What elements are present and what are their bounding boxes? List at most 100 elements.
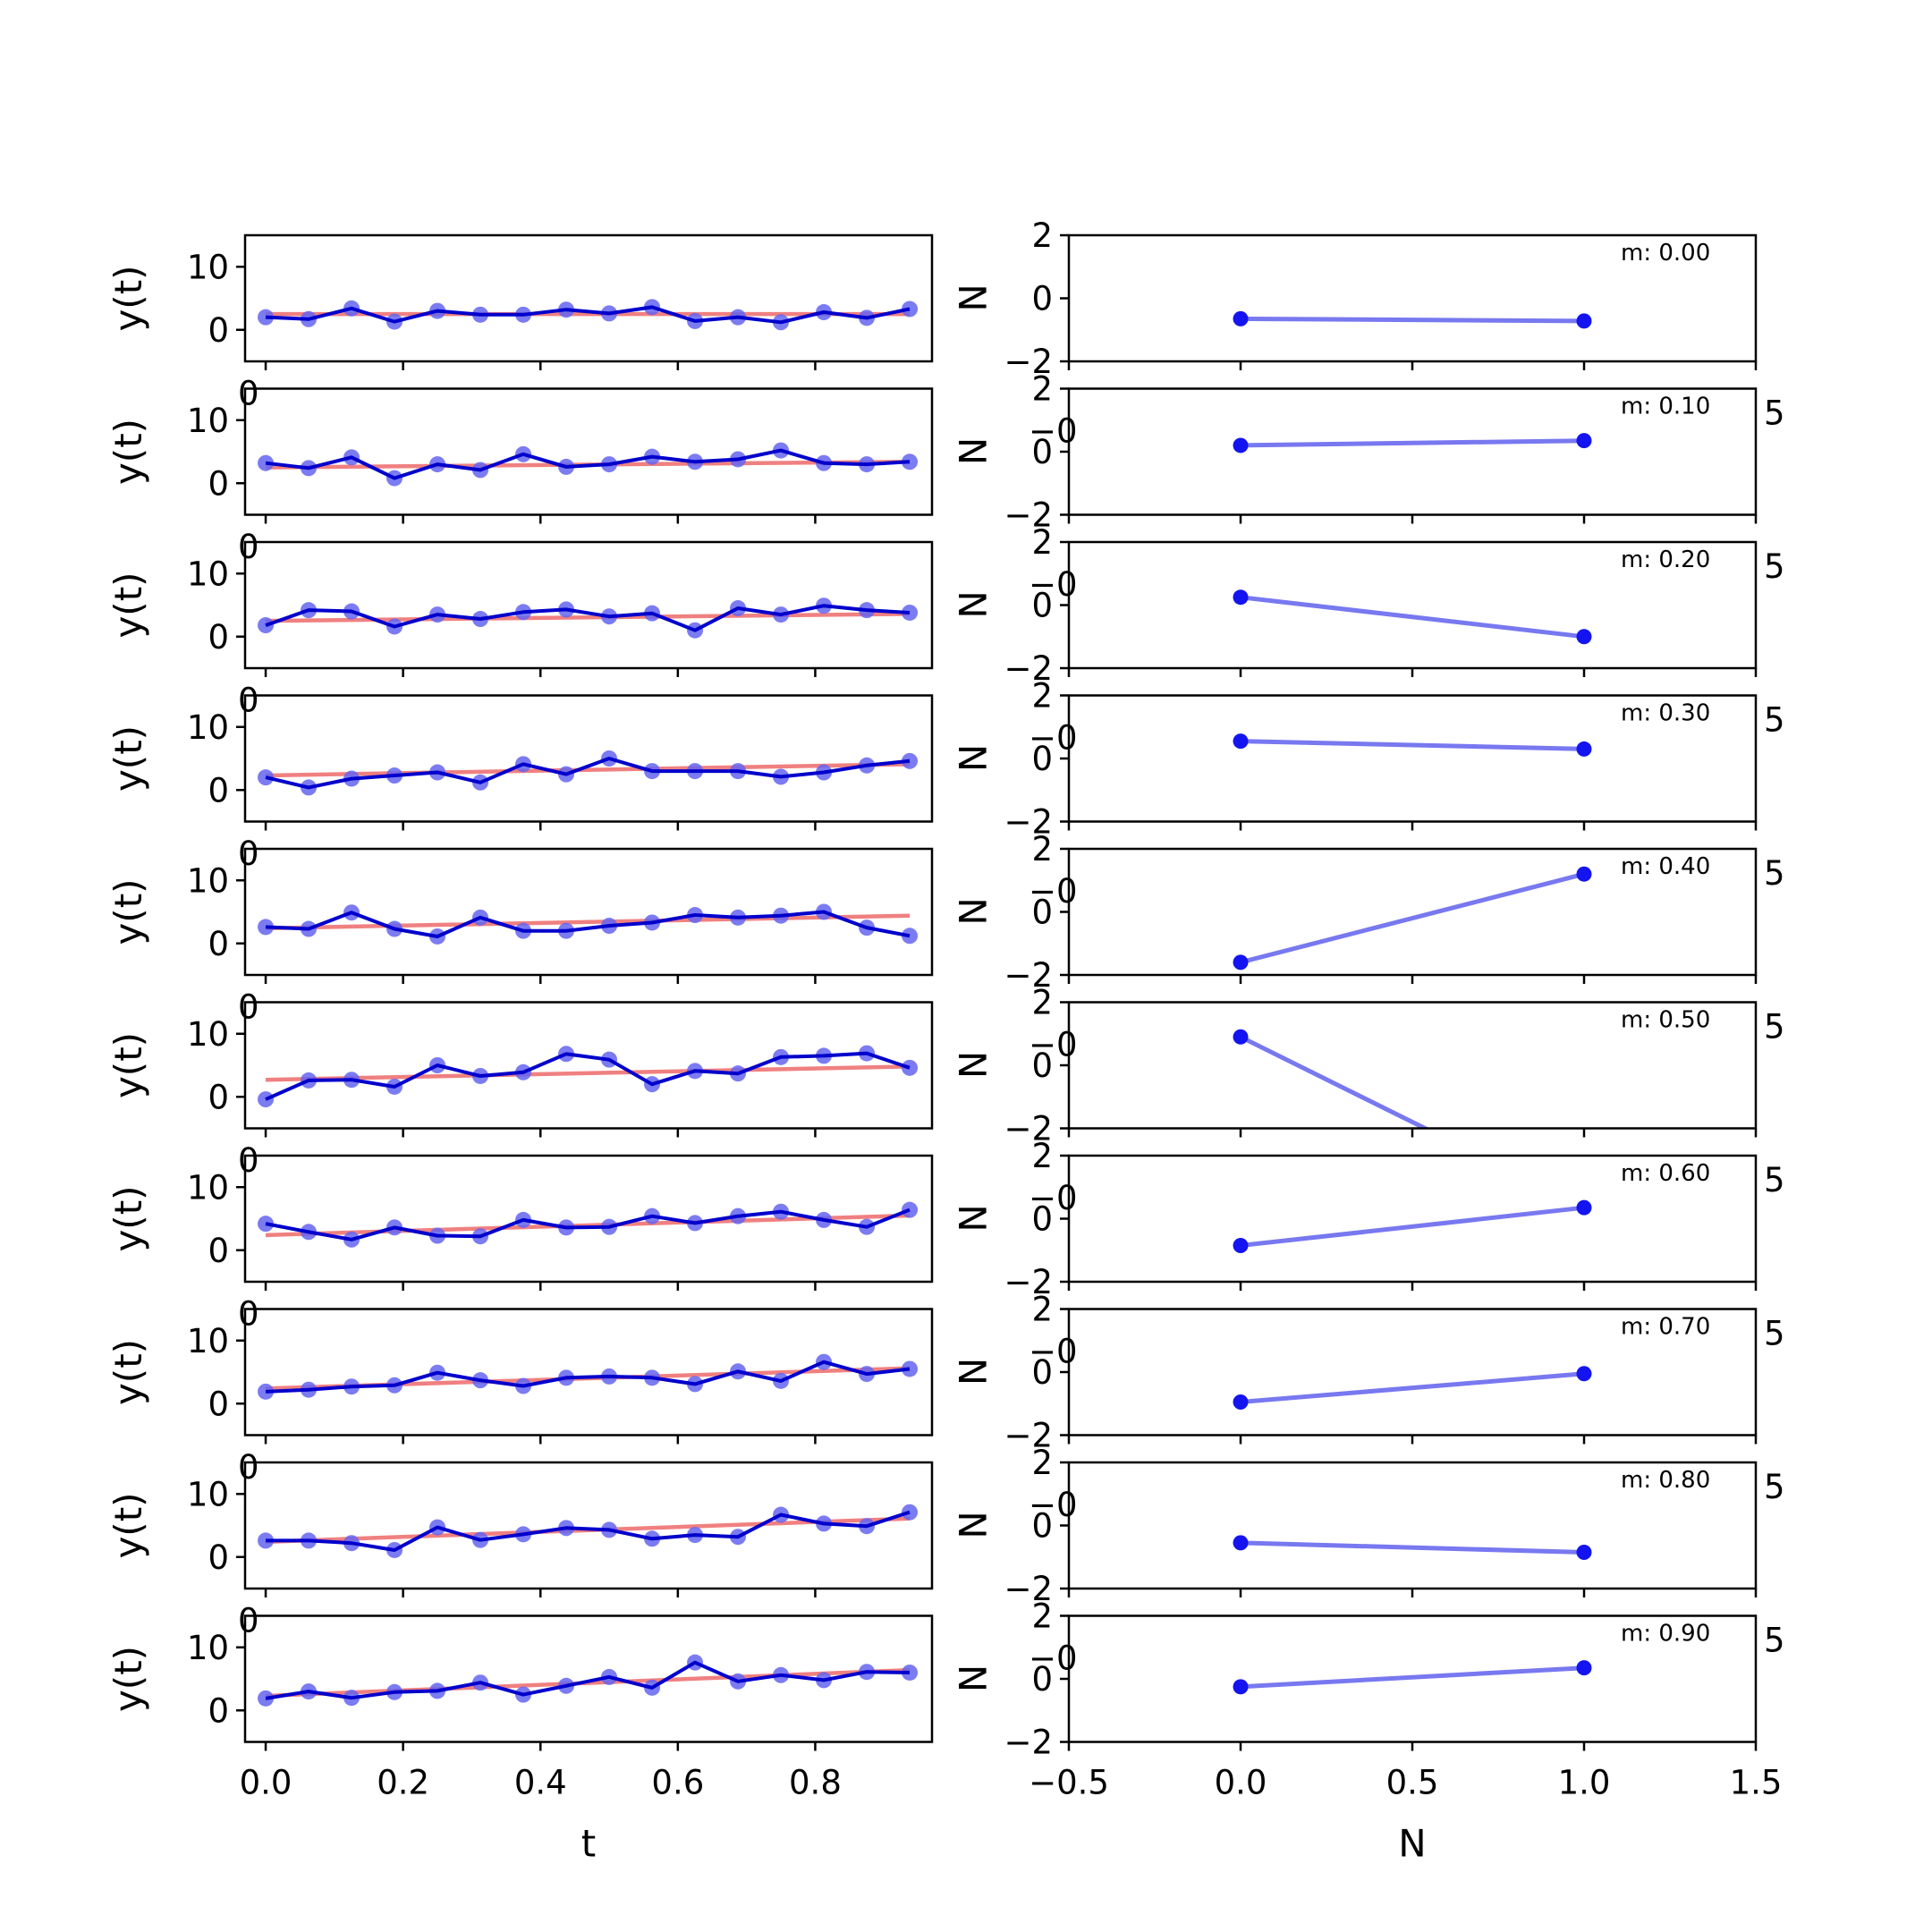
fit-line: [265, 1064, 911, 1082]
y-tick-label: 10: [187, 402, 229, 440]
y-tick-label: −2: [1004, 1417, 1053, 1455]
hidden-tick-fragment: 0: [238, 988, 259, 1027]
y-tick-label: −2: [1004, 1570, 1053, 1608]
plot-area: [1233, 589, 1592, 645]
y-tick-label: 0: [1031, 894, 1053, 932]
y-tick-label: 2: [1031, 984, 1053, 1022]
data-point: [902, 453, 919, 470]
y-tick-label: 0: [208, 771, 229, 809]
x-tick-label: 0.2: [377, 1764, 429, 1802]
data-point: [902, 1201, 919, 1218]
y-tick-label: 2: [1031, 1597, 1053, 1636]
series-line: [265, 1051, 911, 1101]
hidden-tick-fragment: 5: [1764, 1161, 1785, 1199]
x-tick-label: 0.5: [1386, 1764, 1439, 1802]
hidden-axis-label-fragment: N: [950, 1511, 994, 1538]
hidden-axis-label-fragment: N: [950, 897, 994, 925]
y-tick-label: 10: [187, 248, 229, 286]
axes-frame: [243, 847, 934, 977]
y-tick-label: 0: [1031, 280, 1053, 318]
axes-frame: [243, 1154, 934, 1284]
y-tick-label: 10: [187, 861, 229, 900]
plot-area: [1233, 1029, 1430, 1129]
y-tick-label: 10: [187, 555, 229, 593]
m-annotation: m: 0.50: [1621, 1007, 1710, 1034]
y-axis-label: y(t): [106, 725, 150, 792]
series-line: [265, 910, 911, 938]
spectrum-point: [1233, 1535, 1249, 1551]
y-tick-label: 10: [187, 1475, 229, 1513]
y-tick-label: 2: [1031, 677, 1053, 716]
hidden-tick-fragment: 0: [238, 1448, 259, 1487]
spectrum-panel-1: −0 5−202 m: 0.10: [1004, 370, 1784, 535]
spectrum-point: [1576, 1199, 1592, 1216]
m-annotation: m: 0.60: [1621, 1160, 1710, 1187]
data-point: [902, 928, 919, 945]
y-tick-label: 0: [1031, 433, 1053, 471]
y-axis-label: y(t): [106, 1646, 150, 1712]
fit-line: [265, 913, 911, 931]
spectrum-point: [1576, 741, 1592, 757]
spectrum-point: [1576, 1366, 1592, 1382]
data-point: [902, 301, 919, 318]
y-tick-label: 10: [187, 1168, 229, 1207]
spectrum-line: [1240, 1540, 1585, 1555]
hidden-axis-label-fragment: N: [950, 1051, 994, 1079]
hidden-tick-fragment: 5: [1764, 1315, 1785, 1353]
y-tick-label: 2: [1031, 216, 1053, 255]
hidden-tick-fragment: 0: [238, 1602, 259, 1640]
spectrum-line: [1240, 1205, 1585, 1248]
spectrum-panel-6: −0 5−202 m: 0.60: [1004, 1137, 1784, 1301]
plot-area: [258, 903, 919, 945]
spectrum-point: [1233, 733, 1249, 750]
y-tick-label: 0: [1031, 1353, 1053, 1392]
hidden-axis-label-fragment: N: [950, 590, 994, 618]
spectrum-point: [1576, 629, 1592, 645]
axes-frame: [243, 694, 934, 823]
x-tick-label: −0.5: [1029, 1764, 1109, 1802]
y-tick-label: 0: [208, 1538, 229, 1577]
x-axis-label: N: [1398, 1822, 1426, 1866]
series-line: [265, 448, 911, 480]
x-tick-label: 0.6: [651, 1764, 704, 1802]
series-line: [265, 604, 911, 632]
plot-area: [258, 1353, 919, 1400]
y-axis-label: y(t): [106, 878, 150, 945]
hidden-axis-label-fragment: N: [950, 1204, 994, 1232]
spectrum-line: [1240, 1665, 1585, 1690]
spectrum-line: [1240, 595, 1585, 640]
m-annotation: m: 0.80: [1621, 1467, 1710, 1494]
y-tick-label: −2: [1004, 956, 1053, 995]
y-tick-label: 0: [1031, 1660, 1053, 1699]
axes-frame: [243, 233, 934, 363]
hidden-axis-label-fragment: N: [950, 1358, 994, 1385]
spectrum-line: [1240, 316, 1585, 324]
y-tick-label: 2: [1031, 830, 1053, 869]
plot-area: [258, 597, 919, 639]
data-point: [902, 1504, 919, 1521]
spectrum-point: [1233, 954, 1249, 970]
plot-area: [1233, 1535, 1592, 1560]
hidden-axis-label-fragment: N: [950, 744, 994, 772]
y-tick-label: 0: [208, 1232, 229, 1270]
y-tick-label: 2: [1031, 370, 1053, 409]
plot-area: [258, 750, 919, 796]
y-tick-label: 0: [1031, 587, 1053, 625]
spectrum-point: [1233, 589, 1249, 606]
y-tick-label: −2: [1004, 1110, 1053, 1148]
axes-frame: [243, 1461, 934, 1590]
x-tick-label: 1.5: [1730, 1764, 1783, 1802]
spectrum-panel-2: −0 5−202 m: 0.20: [1004, 523, 1784, 688]
plot-area: [1233, 1199, 1592, 1253]
y-axis-label: y(t): [106, 419, 150, 485]
y-tick-label: 2: [1031, 523, 1053, 562]
data-point: [902, 1664, 919, 1681]
spectrum-panel-5: −0 5−202 m: 0.50: [1004, 984, 1784, 1148]
